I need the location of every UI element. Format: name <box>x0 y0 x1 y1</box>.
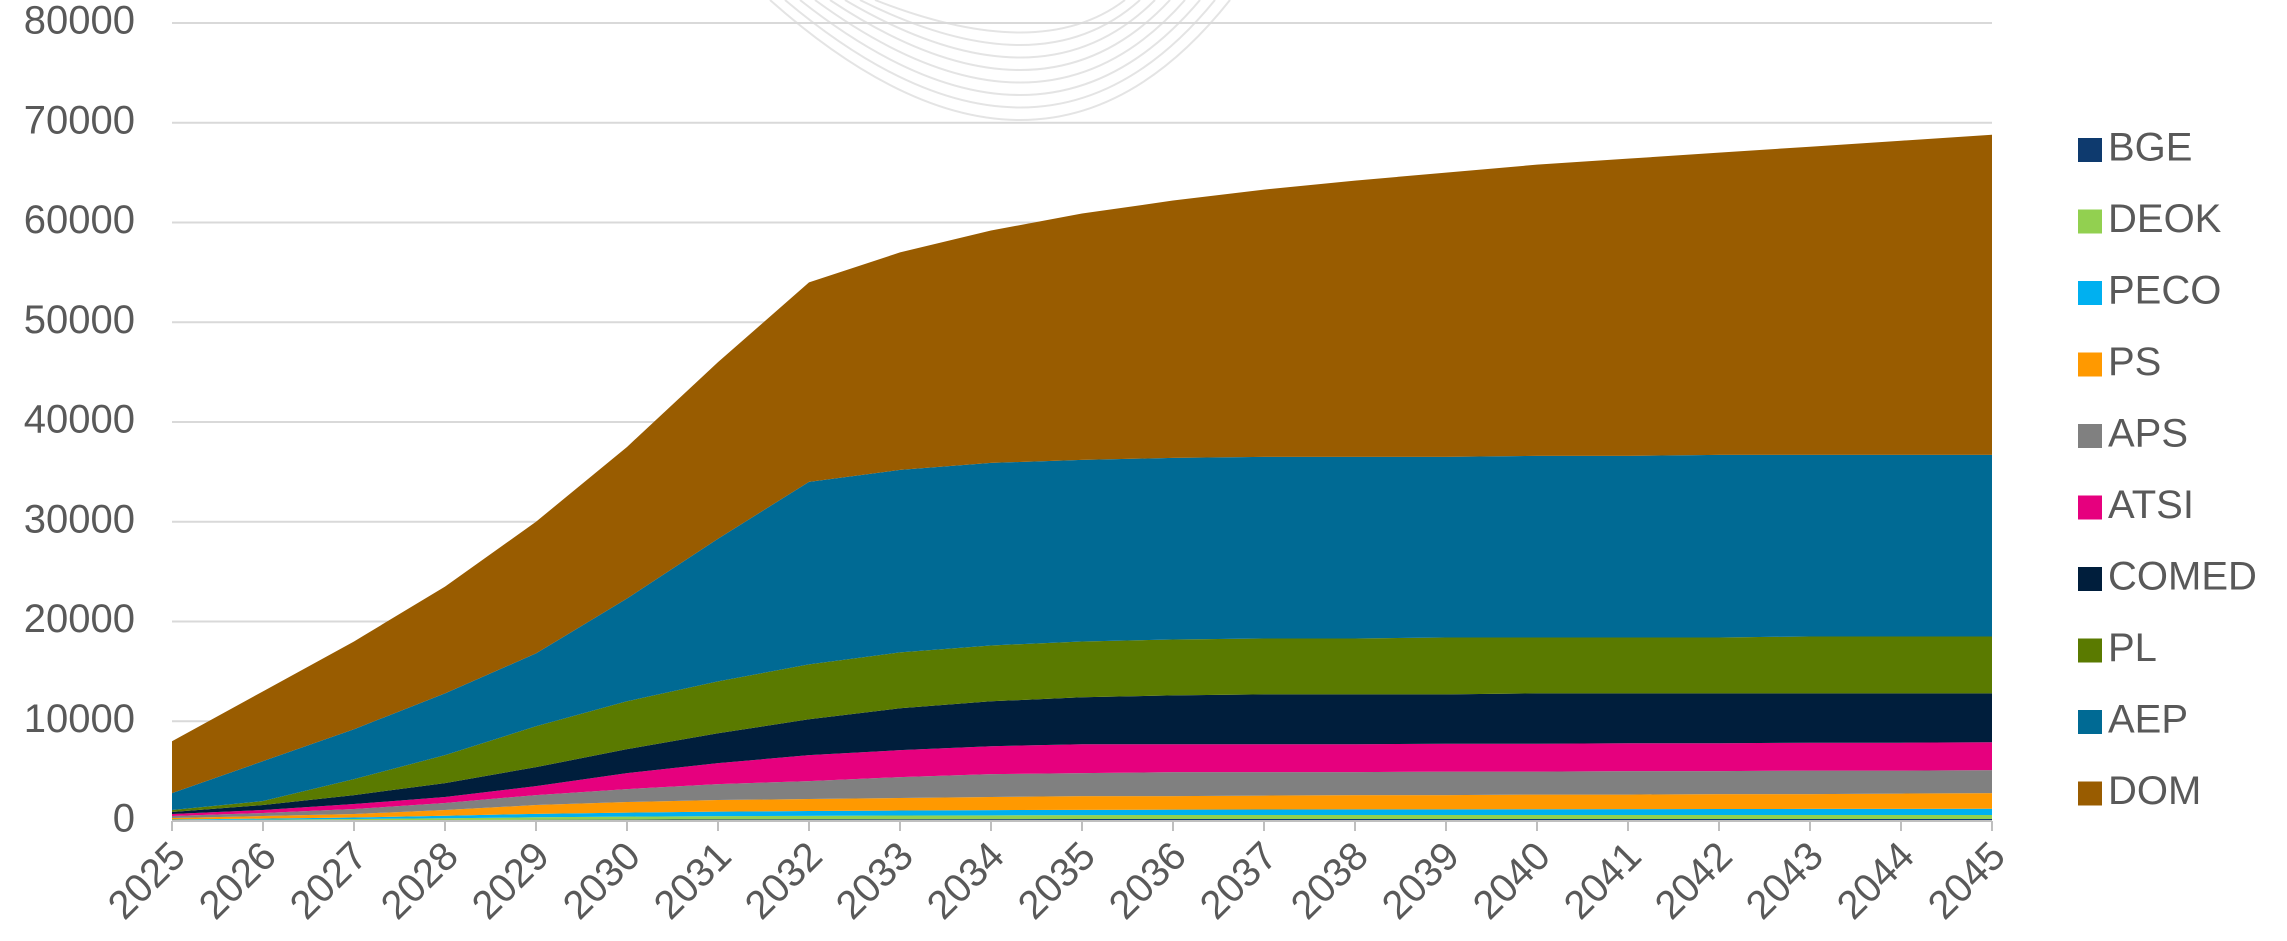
x-tick-label: 2028 <box>373 834 467 928</box>
legend-label: PS <box>2108 340 2161 384</box>
y-tick-label: 80000 <box>24 0 135 43</box>
watermark <box>769 0 1231 121</box>
legend: BGE DEOK PECO PS APS ATSI COMED PL AEP DOM <box>2078 126 2257 813</box>
legend-label: DEOK <box>2108 197 2222 241</box>
x-tick-label: 2040 <box>1465 834 1559 928</box>
legend-swatch <box>2078 352 2102 377</box>
y-tick-label: 20000 <box>24 597 135 641</box>
legend-swatch <box>2078 138 2102 162</box>
legend-swatch <box>2078 567 2102 591</box>
x-tick-label: 2035 <box>1010 834 1104 928</box>
area <box>172 693 1992 815</box>
x-tick-label: 2036 <box>1101 834 1195 928</box>
legend-label: BGE <box>2108 126 2192 170</box>
legend-label: APS <box>2108 412 2188 456</box>
area <box>172 770 1992 819</box>
area <box>172 808 1992 821</box>
x-tick-label: 2044 <box>1829 834 1923 928</box>
x-tick-label: 2031 <box>646 834 740 928</box>
x-tick-label: 2043 <box>1738 834 1832 928</box>
y-tick-label: 30000 <box>24 497 135 541</box>
area <box>172 636 1992 813</box>
y-tick-label: 70000 <box>24 98 135 142</box>
x-tick-label: 2038 <box>1283 834 1377 928</box>
x-tick-label: 2041 <box>1556 834 1650 928</box>
y-tick-label: 50000 <box>24 298 135 342</box>
x-tick-label: 2039 <box>1374 834 1468 928</box>
x-tick-label: 2029 <box>464 834 558 928</box>
y-tick-label: 0 <box>113 797 135 841</box>
x-tick-label: 2033 <box>828 834 922 928</box>
legend-label: DOM <box>2108 769 2201 813</box>
x-tick-label: 2045 <box>1920 834 2014 928</box>
legend-swatch <box>2078 281 2102 305</box>
x-tick-label: 2032 <box>737 834 831 928</box>
legend-label: PL <box>2108 626 2157 670</box>
legend-swatch <box>2078 638 2102 663</box>
x-tick-label: 2026 <box>191 834 285 928</box>
x-tick-label: 2025 <box>100 834 194 928</box>
legend-label: AEP <box>2108 698 2188 742</box>
legend-swatch <box>2078 209 2102 234</box>
legend-label: COMED <box>2108 555 2257 599</box>
x-tick-label: 2042 <box>1647 834 1741 928</box>
x-tick-label: 2030 <box>555 834 649 928</box>
x-tick-label: 2037 <box>1192 834 1286 928</box>
legend-swatch <box>2078 710 2102 734</box>
area <box>172 454 1992 811</box>
area <box>172 742 1992 817</box>
area <box>172 134 1992 794</box>
areas <box>172 134 1992 821</box>
legend-swatch <box>2078 781 2102 806</box>
y-tick-label: 60000 <box>24 198 135 242</box>
x-tick-label: 2034 <box>919 834 1013 928</box>
x-tick-label: 2027 <box>282 834 376 928</box>
y-tick-label: 10000 <box>24 697 135 741</box>
y-tick-label: 40000 <box>24 398 135 442</box>
legend-label: PECO <box>2108 269 2221 313</box>
legend-swatch <box>2078 495 2102 520</box>
legend-swatch <box>2078 424 2102 448</box>
area <box>172 793 1992 820</box>
legend-label: ATSI <box>2108 483 2194 527</box>
area <box>172 815 1992 821</box>
